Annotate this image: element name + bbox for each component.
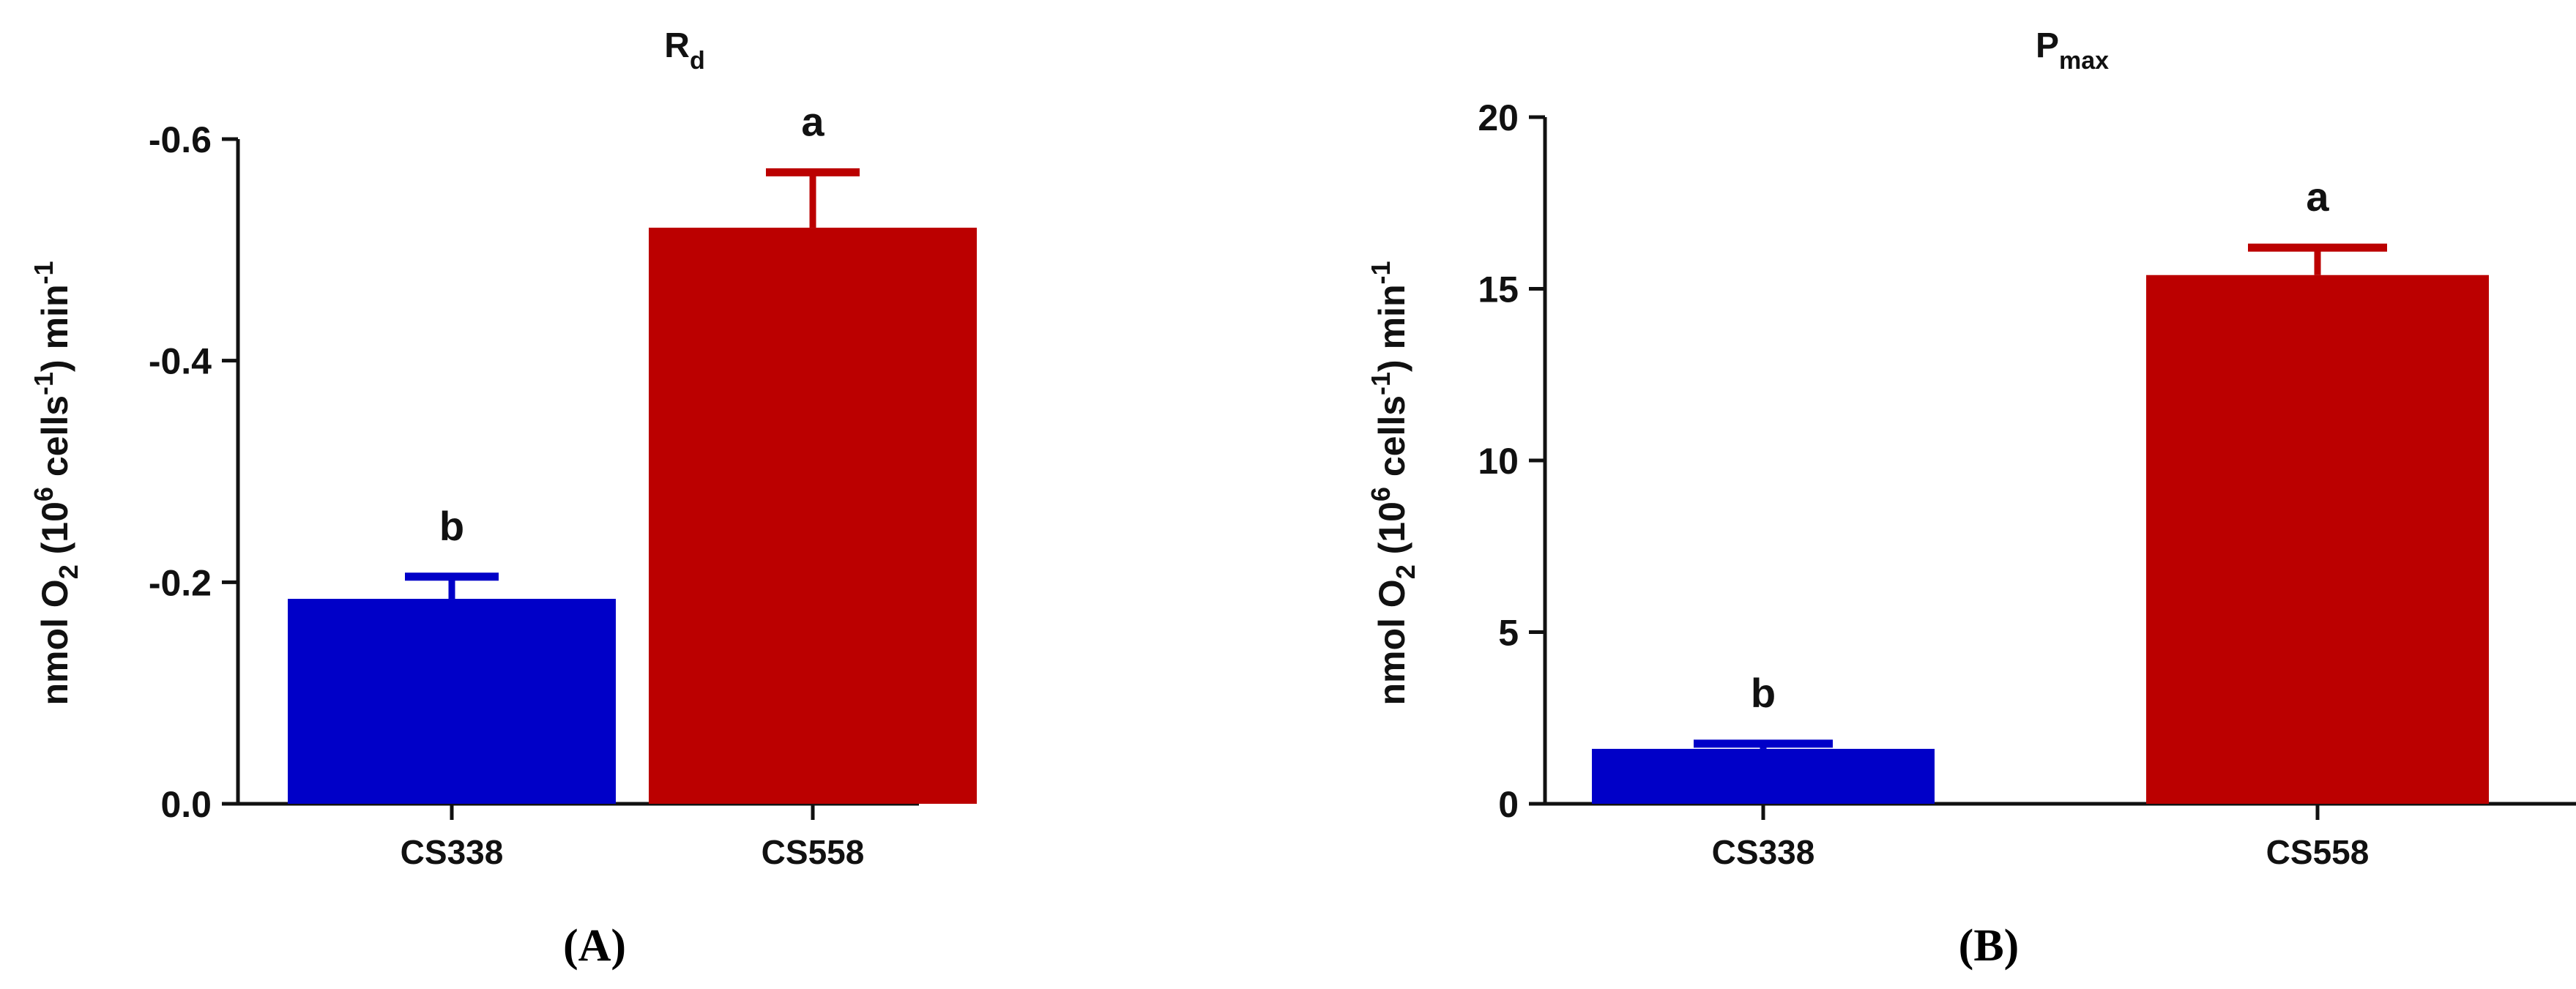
chart-b-y-tick-label: 5 — [1498, 613, 1519, 654]
chart-a-significance-letter: b — [439, 503, 464, 549]
chart-a-y-tick-label: -0.6 — [149, 119, 212, 160]
chart-a-y-axis-label: nmol O2 (106 cells-1) min-1 — [29, 261, 83, 705]
chart-b-plot-area: 0 5 10 15 20 b CS338 a CS558 — [1478, 97, 2576, 871]
chart-b-significance-letter: b — [1751, 670, 1776, 716]
chart-a-bar-cs558 — [649, 228, 977, 805]
chart-a-y-tick-label: 0.0 — [160, 784, 212, 825]
chart-b-y-tick-label: 10 — [1478, 441, 1519, 482]
chart-b-panel-label: (B) — [1959, 921, 2020, 971]
chart-b-category-label: CS558 — [2266, 833, 2370, 871]
chart-b-y-tick-label: 20 — [1478, 97, 1519, 138]
chart-b-category-label: CS338 — [1712, 833, 1815, 871]
chart-a-significance-letter: a — [801, 98, 824, 144]
chart-a-plot-area: 0.0 -0.2 -0.4 -0.6 b CS338 a CS558 — [149, 98, 977, 871]
chart-b-y-axis-label: nmol O2 (106 cells-1) min-1 — [1366, 261, 1421, 705]
chart-b-y-tick-label: 0 — [1498, 784, 1519, 825]
chart-a-category-label: CS338 — [401, 833, 504, 871]
chart-b-bar-cs338 — [1592, 748, 1935, 804]
chart-a-panel-label: (A) — [563, 921, 626, 971]
chart-a-bar-cs338 — [288, 599, 616, 804]
chart-panel-b: Pmax nmol O2 (106 cells-1) min-1 0 5 10 15 2… — [1366, 26, 2576, 971]
chart-b-significance-letter: a — [2306, 173, 2329, 220]
chart-b-bar-cs558 — [2146, 275, 2489, 804]
chart-b-title: Pmax — [2036, 26, 2109, 75]
chart-a-y-tick-label: -0.2 — [149, 562, 212, 603]
chart-a-category-label: CS558 — [762, 833, 865, 871]
chart-panel-a: Rd nmol O2 (106 cells-1) min-1 0.0 -0.2 -0… — [29, 26, 977, 971]
chart-a-y-tick-label: -0.4 — [149, 341, 212, 382]
chart-b-y-tick-label: 15 — [1478, 269, 1519, 310]
chart-a-title: Rd — [664, 26, 704, 75]
